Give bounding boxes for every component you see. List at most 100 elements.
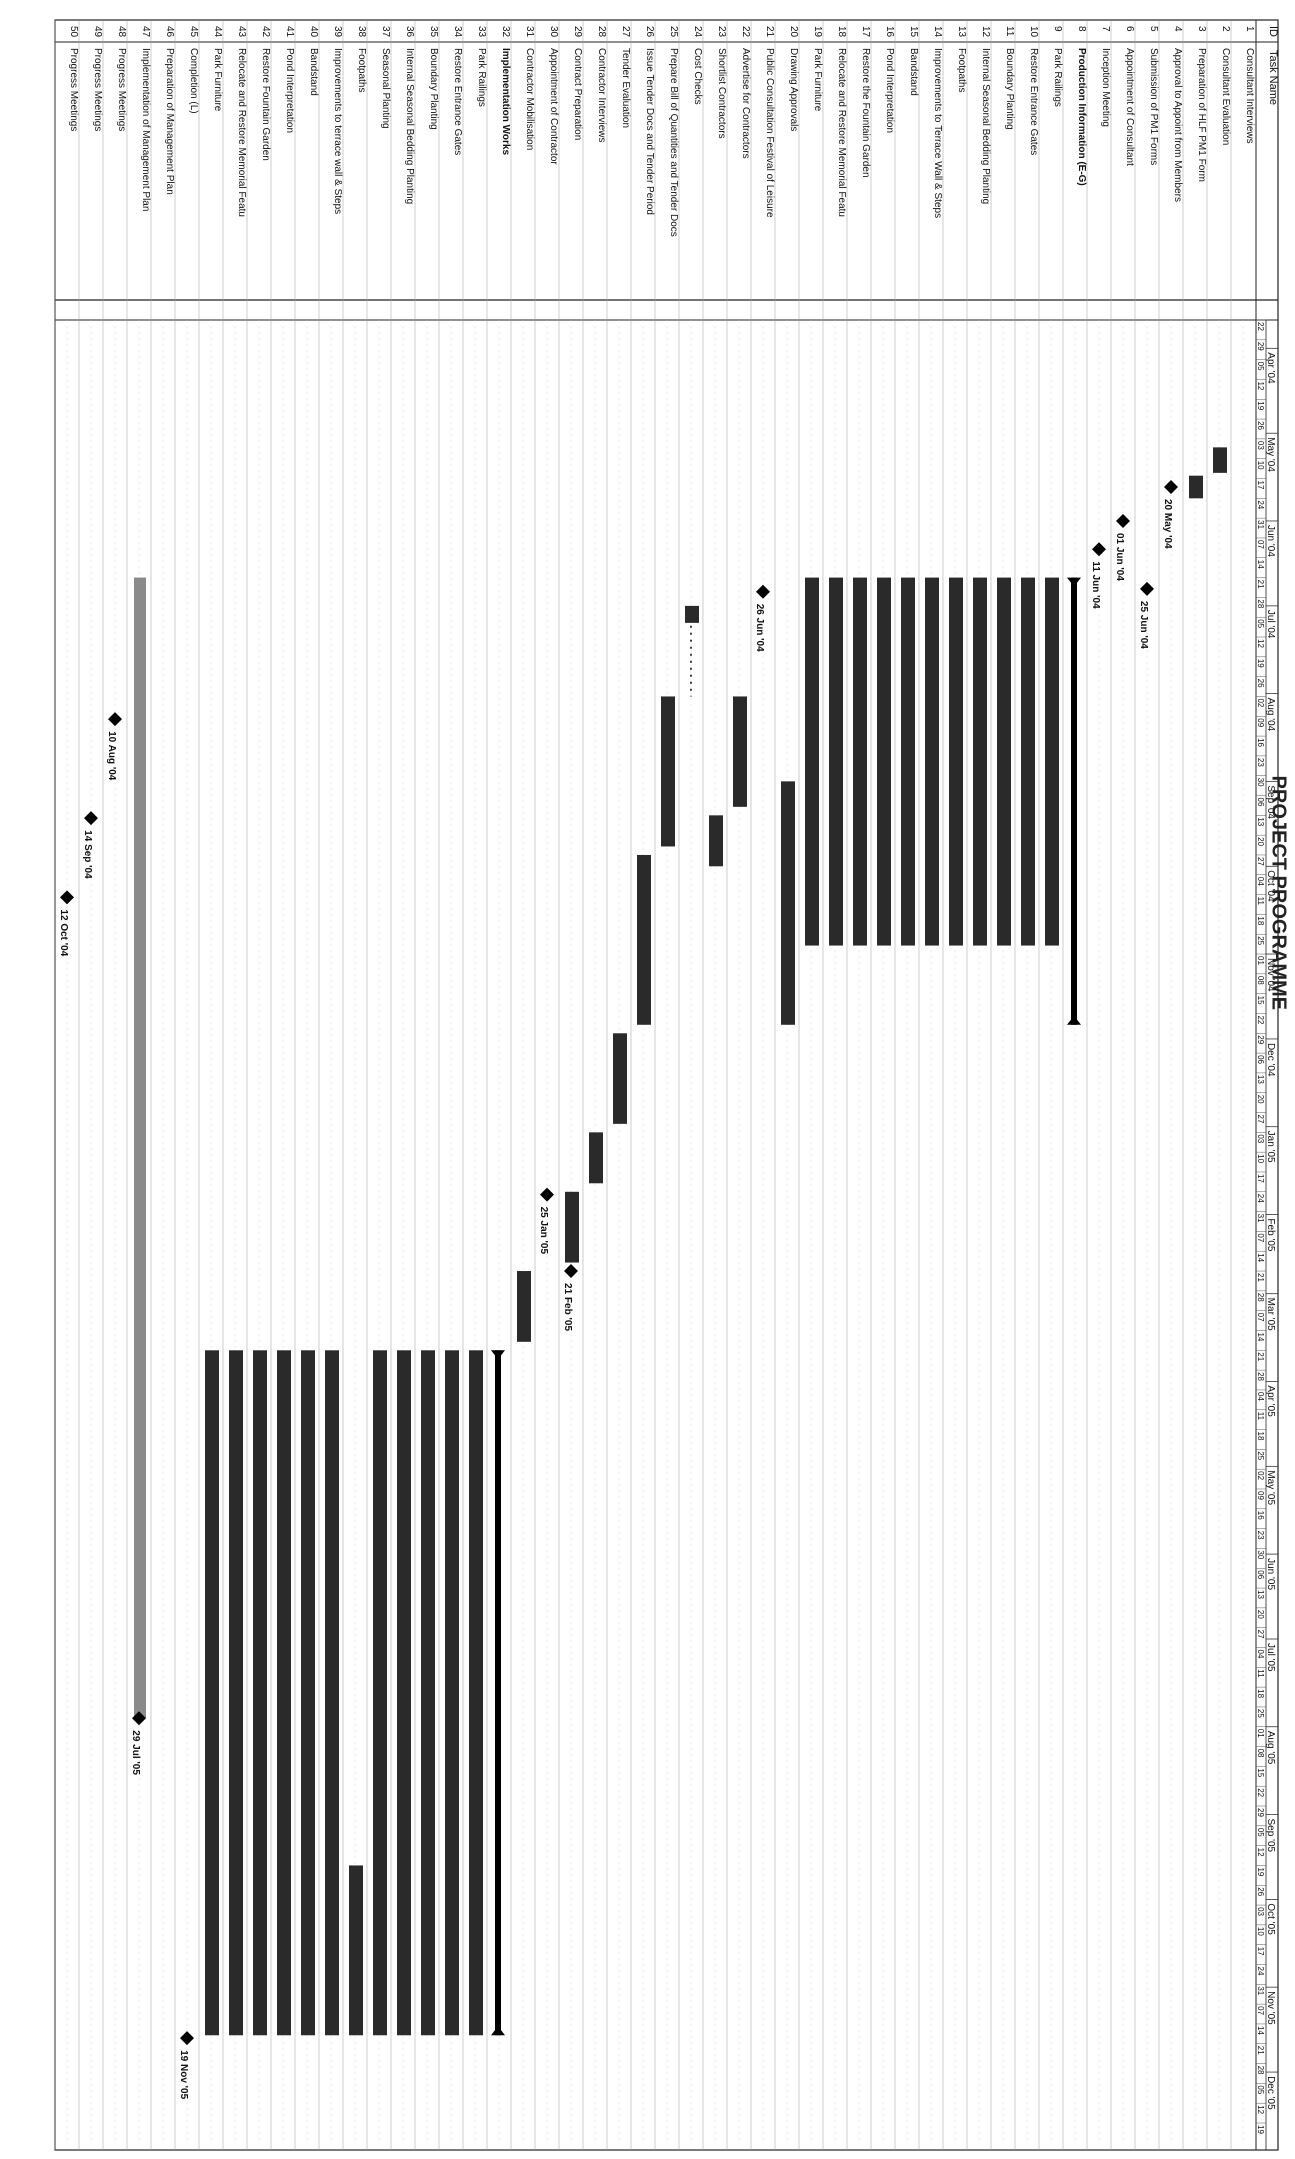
task-name: Park Furniture [212,48,223,112]
task-bar [1213,447,1227,473]
task-bar [1189,475,1203,499]
task-name: Inception Meeting [1100,48,1111,127]
task-id: 39 [332,26,343,38]
task-bar [517,1271,531,1342]
task-bar [421,1350,435,2036]
task-bar [709,815,723,867]
week-label: 29 [1256,1808,1265,1817]
week-label: 03 [1256,1134,1265,1143]
week-label: 29 [1256,1035,1265,1044]
week-label: 24 [1256,1967,1265,1976]
week-label: 11 [1256,897,1265,906]
week-label: 23 [1256,758,1265,767]
month-label: Jul '04 [1265,610,1276,639]
task-name: Relocate and Restore Memorial Featu [236,48,247,217]
milestone-label: 21 Feb '05 [562,1283,573,1331]
task-bar [277,1350,291,2036]
milestone-label: 29 Jul '05 [130,1730,141,1775]
task-bar [613,1033,627,1124]
week-label: 14 [1256,2026,1265,2035]
task-id: 36 [404,26,415,38]
task-name: Pond Interpretation [284,48,295,133]
week-label: 27 [1256,1630,1265,1639]
milestone-label: 01 Jun '04 [1114,533,1125,581]
milestone-marker [1164,479,1178,494]
week-label: 06 [1256,798,1265,807]
task-id: 21 [764,26,775,38]
week-label: 30 [1256,1550,1265,1559]
week-label: 17 [1256,481,1265,490]
month-label: May '05 [1265,1470,1276,1505]
task-id: 3 [1196,26,1207,32]
task-id: 8 [1076,26,1087,32]
task-id: 9 [1052,26,1063,32]
task-bar [925,577,939,946]
month-label: Jun '05 [1265,1558,1276,1590]
task-id: 40 [308,26,319,38]
week-label: 25 [1256,936,1265,945]
task-bar [973,577,987,946]
task-bar [805,577,819,946]
task-id: 46 [164,26,175,38]
task-bar [661,696,675,847]
task-name: Contractor Interviews [596,48,607,142]
task-name: Restore Fountain Garden [260,48,271,161]
task-name: Restore Entrance Gates [1028,48,1039,155]
task-name: Park Railings [476,48,487,107]
week-label: 20 [1256,1095,1265,1104]
month-label: Oct '04 [1265,870,1276,902]
month-label: Oct '05 [1265,1903,1276,1935]
week-label: 05 [1256,2085,1265,2094]
week-label: 17 [1256,1174,1265,1183]
task-id: 35 [428,26,439,38]
week-label: 24 [1256,1194,1265,1203]
week-label: 14 [1256,1253,1265,1262]
week-label: 20 [1256,1610,1265,1619]
milestone-label: 14 Sep '04 [82,830,93,879]
week-label: 12 [1256,381,1265,390]
task-name: Tender Evaluation [620,48,631,128]
week-label: 07 [1256,1313,1265,1322]
task-id: 25 [668,26,679,38]
week-label: 08 [1256,976,1265,985]
month-label: Sep '05 [1265,1818,1276,1852]
task-name: Preparation of Management Plan [164,48,175,195]
month-label: Nov '05 [1265,1991,1276,2025]
task-id: 2 [1220,26,1231,32]
task-name: Cost Checks [692,48,703,105]
month-label: Jul '05 [1265,1643,1276,1672]
week-label: 13 [1256,1075,1265,1084]
task-id: 14 [932,26,943,38]
task-name: Restore Entrance Gates [452,48,463,155]
task-name: Progress Meetings [116,48,127,131]
week-label: 31 [1256,1214,1265,1223]
week-label: 21 [1256,2046,1265,2055]
task-id: 11 [1004,26,1015,37]
milestone-label: 19 Nov '05 [178,2050,189,2100]
month-label: Apr '05 [1265,1385,1276,1417]
milestone-marker [108,712,122,727]
week-label: 12 [1256,2105,1265,2114]
week-label: 30 [1256,778,1265,787]
task-id: 18 [836,26,847,38]
week-label: 28 [1256,1372,1265,1381]
task-name: Internal Seasonal Bedding Planting [404,48,415,204]
task-name: Internal Seasonal Bedding Planting [980,48,991,204]
summary-end-cap [491,2026,505,2036]
week-label: 09 [1256,1491,1265,1500]
task-name: Park Railings [1052,48,1063,107]
task-id: 31 [524,26,535,38]
task-id: 4 [1172,26,1183,32]
month-label: Sep '04 [1265,785,1276,819]
week-label: 22 [1256,1788,1265,1797]
week-label: 31 [1256,1986,1265,1995]
week-label: 04 [1256,877,1265,886]
task-name: Preparation of HLF PM1 Form [1196,48,1207,182]
week-label: 11 [1256,1669,1265,1678]
task-id: 32 [500,26,511,38]
task-id: 26 [644,26,655,38]
task-id: 28 [596,26,607,38]
week-label: 28 [1256,599,1265,608]
task-name: Progress Meetings [68,48,79,131]
week-label: 26 [1256,679,1265,688]
